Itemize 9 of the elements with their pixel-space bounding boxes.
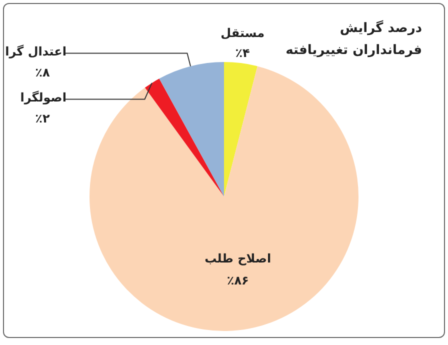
slice-label: مستقل bbox=[220, 26, 264, 40]
slice-label: اعتدال گرا bbox=[5, 44, 66, 58]
chart-title: درصد گرایش فرمانداران تغییریافته bbox=[286, 19, 422, 60]
data-label: ٪۴ bbox=[235, 46, 250, 60]
slice-label: اصولگرا bbox=[20, 90, 66, 104]
slice-label: اصلاح طلب bbox=[204, 251, 272, 266]
data-label: ٪۲ bbox=[35, 111, 50, 126]
data-label: ٪۸ bbox=[35, 65, 50, 80]
data-label: ٪۸۶ bbox=[226, 273, 249, 288]
